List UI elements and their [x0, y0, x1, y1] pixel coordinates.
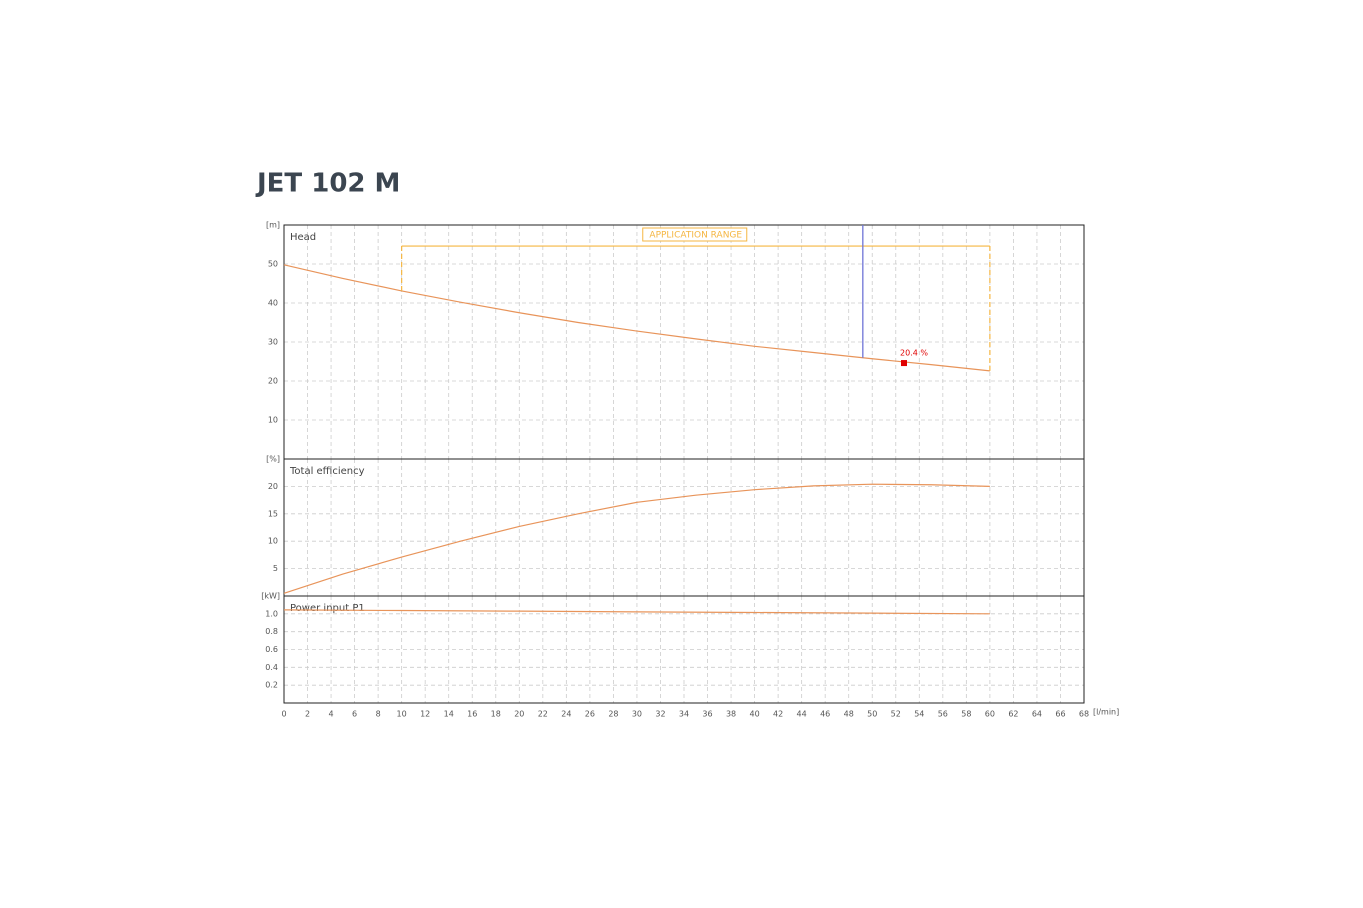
x-tick-label: 34 — [679, 710, 689, 719]
x-tick-label: 68 — [1079, 710, 1089, 719]
y-axis-label: [kW] — [261, 592, 280, 601]
application-range-label: APPLICATION RANGE — [649, 231, 742, 241]
x-tick-label: 6 — [352, 710, 357, 719]
plot-frame — [283, 458, 1085, 597]
x-tick-label: 14 — [444, 710, 454, 719]
y-axis-label: [%] — [266, 455, 280, 464]
x-tick-label: 24 — [561, 710, 571, 719]
data-line — [283, 483, 990, 594]
y-tick-label: 20 — [268, 482, 278, 491]
x-tick-label: 18 — [491, 710, 501, 719]
y-tick-label: 30 — [268, 338, 278, 347]
x-tick-label: 44 — [797, 710, 807, 719]
panel-title: Head — [290, 232, 316, 243]
x-tick-label: 2 — [305, 710, 310, 719]
page-title: JET 102 M — [255, 169, 400, 199]
x-tick-label: 54 — [914, 710, 924, 719]
x-tick-label: 36 — [702, 710, 712, 719]
x-tick-label: 4 — [329, 710, 334, 719]
y-tick-label: 1.0 — [265, 609, 278, 618]
y-tick-label: 15 — [268, 509, 278, 518]
data-line — [283, 609, 990, 615]
y-axis-label: [m] — [266, 221, 280, 230]
x-tick-label: 50 — [867, 710, 877, 719]
x-tick-label: 60 — [985, 710, 995, 719]
x-tick-label: 58 — [961, 710, 971, 719]
panel-title: Power input P1 — [290, 603, 365, 614]
x-tick-label: 20 — [514, 710, 524, 719]
x-tick-label: 12 — [420, 710, 430, 719]
x-tick-label: 52 — [891, 710, 901, 719]
y-tick-label: 10 — [268, 537, 278, 546]
x-tick-label: 22 — [538, 710, 548, 719]
x-tick-label: 30 — [632, 710, 642, 719]
x-tick-label: 0 — [281, 710, 286, 719]
x-tick-label: 42 — [773, 710, 783, 719]
x-tick-label: 46 — [820, 710, 830, 719]
y-tick-label: 20 — [268, 377, 278, 386]
x-tick-label: 62 — [1008, 710, 1018, 719]
x-tick-label: 40 — [749, 710, 759, 719]
y-tick-label: 0.4 — [265, 663, 278, 672]
plot-frame — [283, 595, 1085, 704]
y-tick-label: 50 — [268, 260, 278, 269]
x-tick-label: 16 — [467, 710, 477, 719]
x-tick-label: 8 — [376, 710, 381, 719]
x-tick-label: 38 — [726, 710, 736, 719]
y-tick-label: 10 — [268, 416, 278, 425]
x-tick-label: 56 — [938, 710, 948, 719]
y-tick-label: 0.2 — [265, 681, 278, 690]
x-tick-label: 28 — [608, 710, 618, 719]
operating-point-label: 20.4 % — [900, 349, 928, 358]
x-axis-label: [l/min] — [1093, 708, 1119, 717]
panel-title: Total efficiency — [289, 466, 365, 477]
y-tick-label: 5 — [273, 564, 278, 573]
y-tick-label: 40 — [268, 299, 278, 308]
operating-point — [901, 360, 907, 367]
y-tick-label: 0.8 — [265, 627, 278, 636]
application-range-box — [642, 227, 748, 242]
x-tick-label: 10 — [397, 710, 407, 719]
x-tick-label: 26 — [585, 710, 595, 719]
x-tick-label: 66 — [1055, 710, 1065, 719]
y-tick-label: 0.6 — [265, 645, 278, 654]
x-tick-label: 64 — [1032, 710, 1042, 719]
x-tick-label: 32 — [655, 710, 665, 719]
x-tick-label: 48 — [844, 710, 854, 719]
